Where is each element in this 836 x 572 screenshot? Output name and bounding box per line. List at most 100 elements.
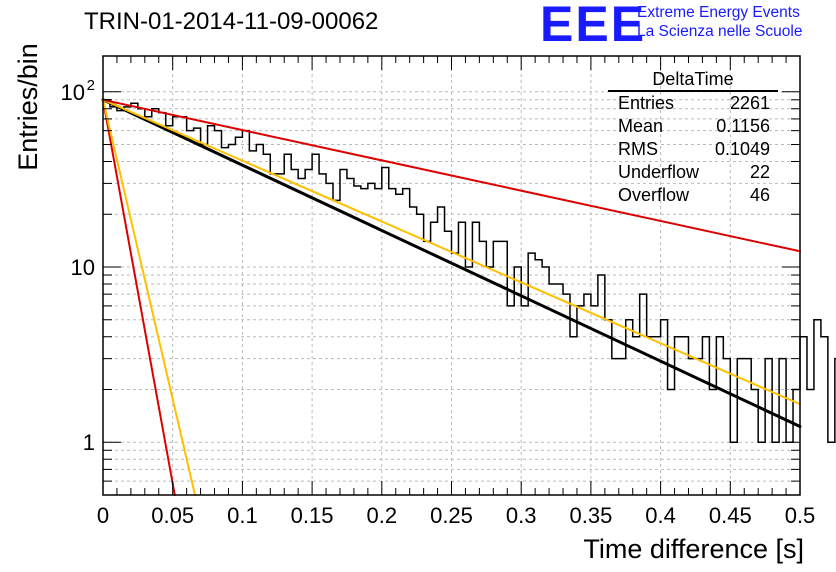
histogram-bin	[458, 222, 465, 495]
histogram-bin	[730, 442, 737, 495]
histogram	[103, 99, 836, 495]
fit-curve	[102, 98, 197, 496]
histogram-bin	[633, 337, 640, 495]
histogram-bin	[605, 320, 612, 495]
x-tick-label: 0.4	[645, 503, 676, 528]
histogram-bin	[208, 126, 215, 495]
histogram-bin	[744, 359, 751, 495]
histogram-bin	[152, 109, 159, 495]
histogram-bin	[570, 337, 577, 495]
x-tick-label: 0.2	[367, 503, 398, 528]
histogram-bin	[403, 189, 410, 495]
histogram-bin	[577, 306, 584, 495]
stats-row-underflow: Underflow 22	[608, 161, 778, 184]
histogram-bin	[549, 284, 556, 495]
stats-row-overflow: Overflow 46	[608, 184, 778, 207]
histogram-bin	[417, 214, 424, 495]
x-tick-label: 0.35	[569, 503, 612, 528]
stats-row-mean: Mean 0.1156	[608, 115, 778, 138]
histogram-bin	[347, 178, 354, 495]
histogram-bin	[375, 189, 382, 495]
histogram-bin	[424, 241, 431, 495]
histogram-bin	[772, 442, 779, 495]
histogram-bin	[256, 145, 263, 495]
histogram-bin	[361, 189, 368, 495]
stats-row-rms: RMS 0.1049	[608, 138, 778, 161]
histogram-bin	[528, 253, 535, 495]
histogram-bin	[242, 131, 249, 495]
histogram-bin	[228, 145, 235, 495]
histogram-bin	[709, 389, 716, 495]
stats-value: 2261	[729, 93, 770, 113]
histogram-bin	[340, 170, 347, 495]
y-axis-label: Entries/bin	[13, 43, 43, 171]
histogram-bin	[291, 170, 298, 495]
histogram-bin	[410, 207, 417, 495]
stats-value: 0.1049	[714, 139, 770, 159]
histogram-bin	[166, 126, 173, 495]
histogram-bin	[131, 103, 138, 495]
stats-label: RMS	[618, 139, 658, 159]
histogram-bin	[507, 306, 514, 495]
histogram-bin	[431, 222, 438, 495]
chart-title: TRIN-01-2014-11-09-00062	[84, 8, 379, 35]
histogram-bin	[493, 241, 500, 495]
histogram-bin	[235, 137, 242, 495]
histogram-bin	[702, 337, 709, 495]
x-tick-label: 0.5	[785, 503, 816, 528]
histogram-bin	[249, 151, 256, 495]
histogram-bin	[354, 186, 361, 495]
stats-value: 22	[749, 162, 770, 182]
histogram-bin	[723, 359, 730, 495]
logo-line-2: La Scienza nelle Scuole	[637, 23, 803, 40]
histogram-bin	[187, 131, 194, 495]
y-tick-exponent: 2	[87, 77, 95, 94]
histogram-bin	[647, 337, 654, 495]
histogram-bin	[535, 260, 542, 495]
histogram-bin	[319, 174, 326, 495]
x-tick-label: 0.45	[709, 503, 752, 528]
histogram-bin	[821, 337, 828, 495]
stats-value: 0.1156	[716, 116, 770, 136]
histogram-bin	[563, 294, 570, 495]
histogram-bin	[640, 294, 647, 495]
histogram-bin	[326, 183, 333, 495]
x-tick-label: 0.25	[430, 503, 473, 528]
stats-label: Entries	[618, 93, 675, 113]
x-tick-label: 0.1	[227, 503, 258, 528]
histogram-bin	[486, 267, 493, 495]
histogram-bin	[277, 174, 284, 495]
y-tick-label: 10	[71, 255, 95, 280]
histogram-bin	[180, 117, 187, 495]
fit-curve	[101, 98, 802, 428]
stats-box: DeltaTime Entries 2261 Mean 0.1156 RMS 0…	[608, 68, 778, 207]
histogram-bin	[542, 267, 549, 495]
x-tick-label: 0.3	[506, 503, 537, 528]
histogram-bin	[828, 442, 835, 495]
y-tick-label: 1	[83, 430, 95, 455]
histogram-bin	[445, 231, 452, 495]
histogram-bin	[173, 117, 180, 495]
x-axis-label: Time difference [s]	[583, 534, 804, 564]
histogram-bin	[103, 100, 110, 495]
histogram-bin	[221, 148, 228, 495]
fit-curve	[102, 98, 801, 406]
histogram-bin	[368, 183, 375, 495]
histogram-bin	[201, 145, 208, 495]
histogram-bin	[438, 207, 445, 495]
fit-curve	[102, 98, 176, 496]
histogram-bin	[124, 107, 131, 495]
eee-logo: EEE	[540, 0, 647, 52]
histogram-bin	[452, 253, 459, 495]
histogram-bin	[465, 267, 472, 495]
histogram-bin	[619, 359, 626, 495]
stats-label: Underflow	[618, 162, 700, 182]
axis-ticks	[102, 56, 801, 496]
histogram-bin	[612, 359, 619, 495]
histogram-bin	[675, 337, 682, 495]
fit-curve	[102, 98, 801, 253]
histogram-bin	[500, 241, 507, 495]
y-tick-label: 10	[61, 80, 85, 105]
histogram-bin	[591, 306, 598, 495]
